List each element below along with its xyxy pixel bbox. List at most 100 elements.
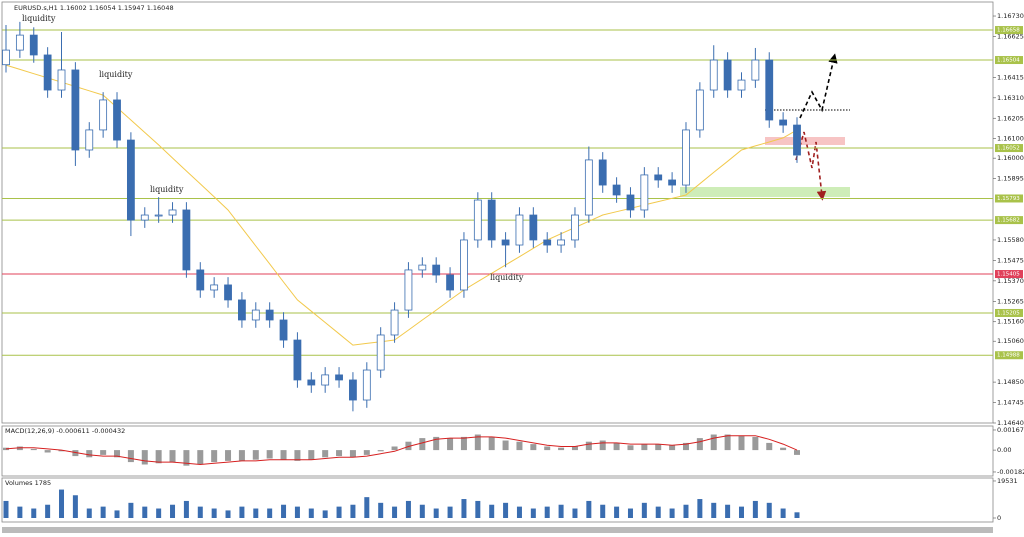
y-tick-label: 1.15370 bbox=[997, 277, 1024, 285]
macd-bar bbox=[16, 446, 23, 451]
y-tick-label: 1.14850 bbox=[997, 378, 1024, 386]
macd-bar bbox=[211, 450, 218, 463]
candle-body bbox=[307, 379, 316, 386]
volume-bar bbox=[794, 512, 800, 518]
volume-bar bbox=[17, 506, 23, 518]
y-tick-label: 1.16205 bbox=[997, 114, 1024, 122]
level-label: 1.15405 bbox=[997, 272, 1020, 278]
volume-bar bbox=[364, 497, 370, 518]
macd-tick-label: 0.00 bbox=[997, 446, 1011, 454]
annotation: liquidity bbox=[150, 185, 184, 194]
candle-body bbox=[113, 99, 121, 141]
macd-bar bbox=[377, 450, 384, 452]
macd-bar bbox=[86, 450, 93, 458]
macd-bar bbox=[599, 440, 606, 451]
volume-bar bbox=[780, 508, 786, 518]
candle-body bbox=[695, 89, 704, 131]
macd-bar bbox=[488, 436, 495, 451]
candle-body bbox=[196, 269, 205, 291]
candle-body bbox=[626, 194, 635, 211]
volume-bar bbox=[614, 506, 620, 518]
macd-bar bbox=[474, 434, 481, 451]
volume-bar bbox=[239, 506, 245, 518]
macd-bar bbox=[433, 436, 440, 451]
macd-bar bbox=[225, 450, 232, 461]
volume-bar bbox=[31, 508, 37, 518]
macd-signal bbox=[5, 435, 798, 466]
candle-body bbox=[390, 309, 399, 336]
candle-body bbox=[362, 369, 371, 401]
macd-bar bbox=[780, 447, 787, 451]
volume-bar bbox=[128, 502, 134, 518]
level-label: 1.14988 bbox=[997, 353, 1020, 359]
level-label: 1.16504 bbox=[997, 58, 1020, 64]
candle-body bbox=[293, 339, 302, 381]
candle-body bbox=[251, 309, 260, 321]
macd-bar bbox=[710, 434, 717, 451]
volume-bar bbox=[197, 506, 203, 518]
moving-average bbox=[5, 64, 798, 346]
volume-bar bbox=[683, 504, 689, 518]
macd-bar bbox=[238, 450, 245, 461]
bearish-arrow bbox=[795, 131, 827, 201]
volume-bar bbox=[114, 510, 120, 518]
candle-body bbox=[43, 54, 52, 91]
volume-bar bbox=[419, 504, 425, 518]
macd-bar bbox=[197, 450, 204, 465]
y-tick-label: 1.16625 bbox=[997, 32, 1024, 40]
volume-bar bbox=[86, 508, 92, 518]
candle-body bbox=[460, 239, 468, 291]
volume-bar bbox=[253, 508, 259, 518]
macd-bar bbox=[336, 450, 343, 457]
volume-bar bbox=[211, 508, 217, 518]
macd-bar bbox=[794, 450, 800, 455]
y-tick-label: 1.16000 bbox=[997, 154, 1024, 162]
candle-body bbox=[543, 239, 552, 246]
volume-bar bbox=[294, 506, 300, 518]
macd-bar bbox=[447, 438, 454, 451]
volume-bar bbox=[225, 510, 231, 518]
volume-bar bbox=[392, 506, 398, 518]
supply-zone bbox=[765, 137, 845, 145]
candle-body bbox=[529, 214, 538, 241]
volume-bar bbox=[752, 500, 758, 518]
volume-bar bbox=[308, 508, 314, 518]
level-label: 1.15205 bbox=[997, 310, 1020, 316]
candle-body bbox=[640, 174, 649, 211]
macd-bar bbox=[613, 442, 620, 451]
candle-body bbox=[432, 264, 441, 276]
volume-bar bbox=[447, 506, 453, 518]
macd-bar bbox=[100, 450, 107, 455]
volume-bar bbox=[405, 500, 411, 518]
macd-panel bbox=[1, 425, 994, 477]
level-tag bbox=[995, 56, 1023, 65]
macd-bar bbox=[766, 442, 773, 451]
candle-body bbox=[515, 214, 524, 246]
level-tag bbox=[995, 270, 1023, 279]
volume-bar bbox=[45, 504, 51, 518]
macd-bar bbox=[3, 447, 9, 451]
volume-bar bbox=[697, 499, 703, 518]
volume-tick-label: 0 bbox=[997, 514, 1001, 522]
volume-bar bbox=[72, 495, 78, 518]
volume-bar bbox=[267, 508, 273, 518]
volume-bar bbox=[336, 506, 342, 518]
volume-tick-label: 19531 bbox=[997, 477, 1018, 485]
candle-body bbox=[598, 159, 607, 186]
candle-body bbox=[709, 59, 718, 91]
macd-label: MACD(12,26,9) -0.000611 -0.000432 bbox=[5, 427, 125, 435]
volume-bar bbox=[3, 500, 9, 518]
candle-body bbox=[238, 299, 246, 321]
macd-bar bbox=[266, 450, 273, 459]
macd-bar bbox=[322, 450, 329, 458]
macd-bar bbox=[571, 446, 578, 451]
level-label: 1.15682 bbox=[997, 218, 1020, 224]
volume-bar bbox=[281, 504, 287, 518]
volume-bar bbox=[378, 502, 384, 518]
candle-body bbox=[279, 319, 288, 341]
candle-body bbox=[2, 49, 10, 66]
volume-bar bbox=[766, 502, 772, 518]
level-tag bbox=[995, 144, 1023, 153]
y-tick-label: 1.15580 bbox=[997, 236, 1024, 244]
candle-body bbox=[654, 174, 663, 181]
